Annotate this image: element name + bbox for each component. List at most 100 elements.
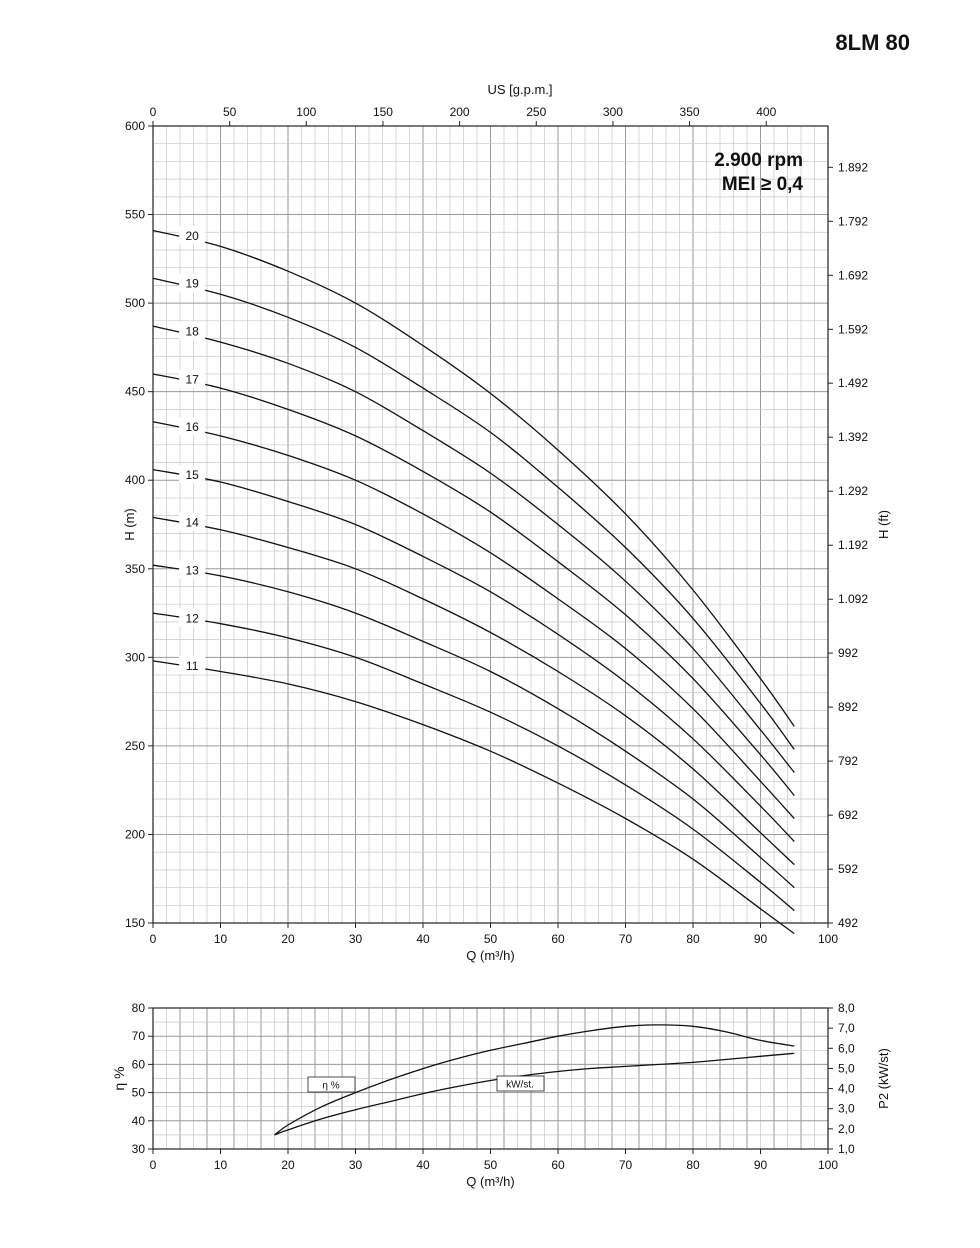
x2-tick-label: 300 bbox=[603, 105, 623, 119]
speed-annotation: 2.900 rpm bbox=[714, 150, 803, 171]
y2-tick-label: 1.492 bbox=[838, 376, 868, 390]
efficiency-curve bbox=[274, 1024, 795, 1136]
stage-label-bg bbox=[179, 512, 206, 531]
x2-tick-label: 400 bbox=[756, 105, 776, 119]
y-tick-label: 150 bbox=[125, 916, 145, 930]
y2-tick-label: 592 bbox=[838, 862, 858, 876]
eff-x-tick-label: 50 bbox=[484, 1158, 498, 1172]
stage-curve-14 bbox=[152, 516, 795, 866]
eff-x-tick-label: 20 bbox=[281, 1158, 295, 1172]
y-tick-label: 450 bbox=[125, 385, 145, 399]
x2-tick-label: 250 bbox=[526, 105, 546, 119]
stage-label-11: 11 bbox=[186, 659, 199, 673]
eff-y-tick-label: 30 bbox=[132, 1142, 146, 1156]
stage-label-bg bbox=[179, 369, 206, 388]
stage-label-bg bbox=[179, 273, 206, 292]
stage-curve-20 bbox=[152, 229, 795, 727]
x-tick-label: 20 bbox=[281, 932, 295, 946]
power-y-tick-label: 2,0 bbox=[838, 1122, 855, 1136]
stage-label-19: 19 bbox=[185, 277, 199, 291]
efficiency-legend-box bbox=[307, 1076, 356, 1093]
y-tick-label: 300 bbox=[125, 650, 145, 664]
stage-label-bg bbox=[179, 560, 206, 579]
x-tick-label: 90 bbox=[754, 932, 768, 946]
x-tick-label: 40 bbox=[416, 932, 430, 946]
y2-tick-label: 692 bbox=[838, 808, 858, 822]
x-tick-label: 10 bbox=[214, 932, 228, 946]
stage-label-20: 20 bbox=[185, 229, 199, 243]
eff-y-axis-label: η % bbox=[111, 1066, 127, 1090]
x2-tick-label: 50 bbox=[223, 105, 237, 119]
x-tick-label: 70 bbox=[619, 932, 633, 946]
y2-tick-label: 992 bbox=[838, 646, 858, 660]
stage-label-bg bbox=[179, 608, 206, 627]
eff-x-tick-label: 30 bbox=[349, 1158, 363, 1172]
y2-tick-label: 1.892 bbox=[838, 160, 868, 174]
x-axis-label: Q (m³/h) bbox=[466, 948, 514, 963]
mei-annotation: MEI ≥ 0,4 bbox=[722, 174, 804, 195]
stage-label-bg bbox=[179, 656, 206, 675]
eff-x-tick-label: 40 bbox=[416, 1158, 430, 1172]
stage-curve-13 bbox=[152, 564, 795, 889]
stage-label-13: 13 bbox=[185, 564, 199, 578]
stage-label-12: 12 bbox=[185, 611, 199, 625]
y-tick-label: 200 bbox=[125, 827, 145, 841]
efficiency-legend-label: η % bbox=[322, 1081, 339, 1092]
y-tick-label: 400 bbox=[125, 473, 145, 487]
y-axis-label: H (m) bbox=[122, 508, 137, 541]
eff-x-tick-label: 100 bbox=[818, 1158, 838, 1172]
stage-curve-17 bbox=[152, 373, 795, 796]
eff-x-tick-label: 90 bbox=[754, 1158, 768, 1172]
eff-x-tick-label: 0 bbox=[150, 1158, 157, 1172]
x2-tick-label: 350 bbox=[680, 105, 700, 119]
power-y-tick-label: 7,0 bbox=[838, 1021, 855, 1035]
eff-y-tick-label: 50 bbox=[132, 1086, 146, 1100]
eff-x-tick-label: 80 bbox=[686, 1158, 700, 1172]
model-title: 8LM 80 bbox=[835, 30, 910, 55]
power-legend-box bbox=[496, 1075, 545, 1092]
stage-label-17: 17 bbox=[185, 372, 199, 386]
y2-tick-label: 1.692 bbox=[838, 268, 868, 282]
x2-tick-label: 200 bbox=[450, 105, 470, 119]
stage-label-18: 18 bbox=[185, 324, 199, 338]
x2-axis-label: US [g.p.m.] bbox=[487, 82, 552, 97]
y2-tick-label: 1.392 bbox=[838, 430, 868, 444]
stage-label-16: 16 bbox=[185, 420, 199, 434]
stage-label-bg bbox=[179, 417, 206, 436]
y2-tick-label: 792 bbox=[838, 754, 858, 768]
stage-curve-16 bbox=[152, 421, 795, 819]
x2-tick-label: 100 bbox=[296, 105, 316, 119]
x-tick-label: 30 bbox=[349, 932, 363, 946]
stage-curve-19 bbox=[152, 277, 795, 750]
eff-x-tick-label: 10 bbox=[214, 1158, 228, 1172]
eff-x-tick-label: 60 bbox=[551, 1158, 565, 1172]
eff-y-tick-label: 40 bbox=[132, 1114, 146, 1128]
stage-label-15: 15 bbox=[185, 468, 199, 482]
x2-tick-label: 0 bbox=[150, 105, 157, 119]
x-tick-label: 50 bbox=[484, 932, 498, 946]
y-tick-label: 500 bbox=[125, 296, 145, 310]
y2-tick-label: 1.792 bbox=[838, 214, 868, 228]
stage-label-bg bbox=[179, 225, 206, 244]
y-tick-label: 350 bbox=[125, 562, 145, 576]
stage-curve-18 bbox=[152, 325, 795, 773]
y2-tick-label: 1.292 bbox=[838, 484, 868, 498]
power-y-tick-label: 3,0 bbox=[838, 1102, 855, 1116]
x-tick-label: 100 bbox=[818, 932, 838, 946]
stage-curve-12 bbox=[152, 612, 795, 912]
y2-axis-label: H (ft) bbox=[876, 510, 891, 539]
stage-curve-15 bbox=[152, 468, 795, 842]
power-curve bbox=[274, 1052, 795, 1136]
eff-y-tick-label: 60 bbox=[132, 1057, 146, 1071]
eff-x-axis-label: Q (m³/h) bbox=[466, 1174, 514, 1189]
stage-label-14: 14 bbox=[185, 516, 199, 530]
stage-label-bg bbox=[179, 321, 206, 340]
power-y-tick-label: 4,0 bbox=[838, 1082, 855, 1096]
power-y-tick-label: 1,0 bbox=[838, 1142, 855, 1156]
x-tick-label: 60 bbox=[551, 932, 565, 946]
x2-tick-label: 150 bbox=[373, 105, 393, 119]
eff-y-tick-label: 70 bbox=[132, 1029, 146, 1043]
stage-label-bg bbox=[179, 464, 206, 483]
y-tick-label: 250 bbox=[125, 739, 145, 753]
